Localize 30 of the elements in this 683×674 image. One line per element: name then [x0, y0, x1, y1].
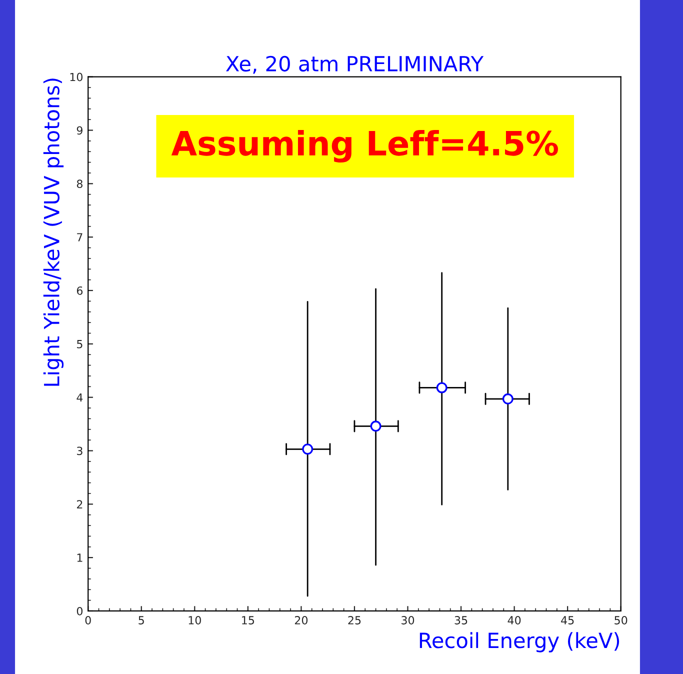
y-tick-label: 2 [76, 500, 82, 508]
x-axis-title: Recoil Energy (keV) [420, 632, 620, 652]
y-tick-label: 0 [76, 606, 83, 616]
point [370, 420, 382, 432]
x-tick-label: 35 [454, 616, 468, 624]
x-tick-label: 25 [348, 616, 361, 624]
y-tick-label: 5 [77, 340, 82, 348]
point [436, 382, 448, 394]
y-tick-label: 7 [77, 233, 82, 242]
y-tick-label: 3 [77, 446, 82, 456]
x-tick-label: 30 [402, 616, 414, 624]
x-tick-label: 10 [188, 616, 201, 624]
point [302, 444, 314, 455]
y-tick-label: 6 [76, 286, 83, 295]
x-tick-label: 0 [85, 616, 91, 624]
x-tick-label: 45 [561, 616, 574, 624]
x-tick-label: 15 [242, 616, 254, 624]
x-tick-label: 20 [294, 616, 308, 624]
point [502, 393, 514, 404]
chart-title: Xe, 20 atm PRELIMINARY [226, 56, 484, 74]
x-tick-label: 5 [138, 616, 144, 624]
y-axis-title: Light Yield/keV (VUV photons) [43, 78, 64, 386]
y-tick-label: 8 [76, 180, 82, 188]
y-tick-label: 1 [77, 554, 82, 562]
annotation: Assuming Leff=4.5% [171, 130, 558, 163]
y-tick-label: 10 [70, 72, 83, 82]
y-tick-label: 9 [76, 126, 82, 135]
x-tick-label: 40 [508, 616, 521, 624]
y-tick-label: 4 [76, 393, 83, 402]
x-tick-label: 50 [614, 616, 628, 624]
